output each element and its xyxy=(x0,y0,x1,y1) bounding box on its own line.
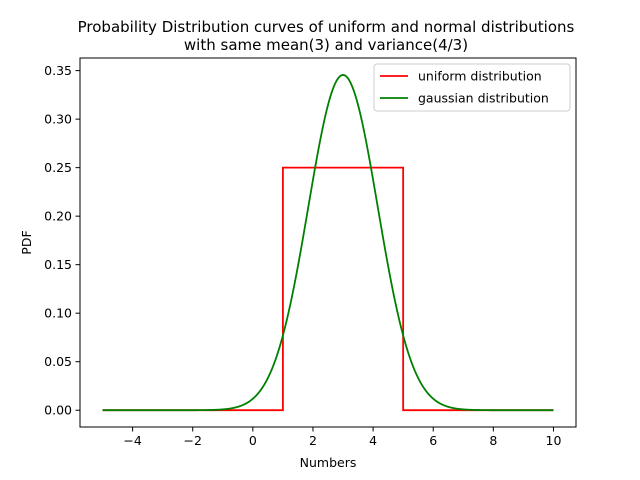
x-axis-ticks: −4 −2 0 2 4 6 8 10 xyxy=(123,427,561,448)
x-tick-label: 2 xyxy=(309,433,317,448)
x-tick-label: 4 xyxy=(369,433,377,448)
plot-frame xyxy=(79,57,577,428)
x-tick-label: 0 xyxy=(249,433,257,448)
x-axis-label: Numbers xyxy=(300,455,357,470)
plot-area xyxy=(79,57,577,428)
x-tick-label: −4 xyxy=(123,433,141,448)
y-tick-label: 0.10 xyxy=(44,306,72,321)
y-tick-label: 0.20 xyxy=(44,209,72,224)
y-axis-label: PDF xyxy=(19,230,34,254)
x-tick-label: −2 xyxy=(184,433,202,448)
legend-box xyxy=(373,63,571,112)
legend: uniform distribution gaussian distributi… xyxy=(373,63,571,112)
x-tick-label: 10 xyxy=(546,433,562,448)
chart-title-line2: with same mean(3) and variance(4/3) xyxy=(184,36,468,54)
legend-label-gaussian: gaussian distribution xyxy=(418,91,549,106)
y-tick-label: 0.25 xyxy=(44,160,72,175)
series-layer xyxy=(102,74,554,412)
y-tick-label: 0.15 xyxy=(44,257,72,272)
y-tick-label: 0.35 xyxy=(44,63,72,78)
chart-title-line1: Probability Distribution curves of unifo… xyxy=(78,18,575,36)
series-line-gaussian xyxy=(102,74,554,412)
y-tick-label: 0.05 xyxy=(44,354,72,369)
y-tick-label: 0.00 xyxy=(44,403,72,418)
y-tick-label: 0.30 xyxy=(44,112,72,127)
y-axis-ticks: 0.00 0.05 0.10 0.15 0.20 0.25 0.30 0.35 xyxy=(44,63,80,418)
x-tick-label: 8 xyxy=(489,433,497,448)
x-tick-label: 6 xyxy=(429,433,437,448)
series-line-uniform xyxy=(102,166,554,412)
legend-label-uniform: uniform distribution xyxy=(418,69,542,84)
